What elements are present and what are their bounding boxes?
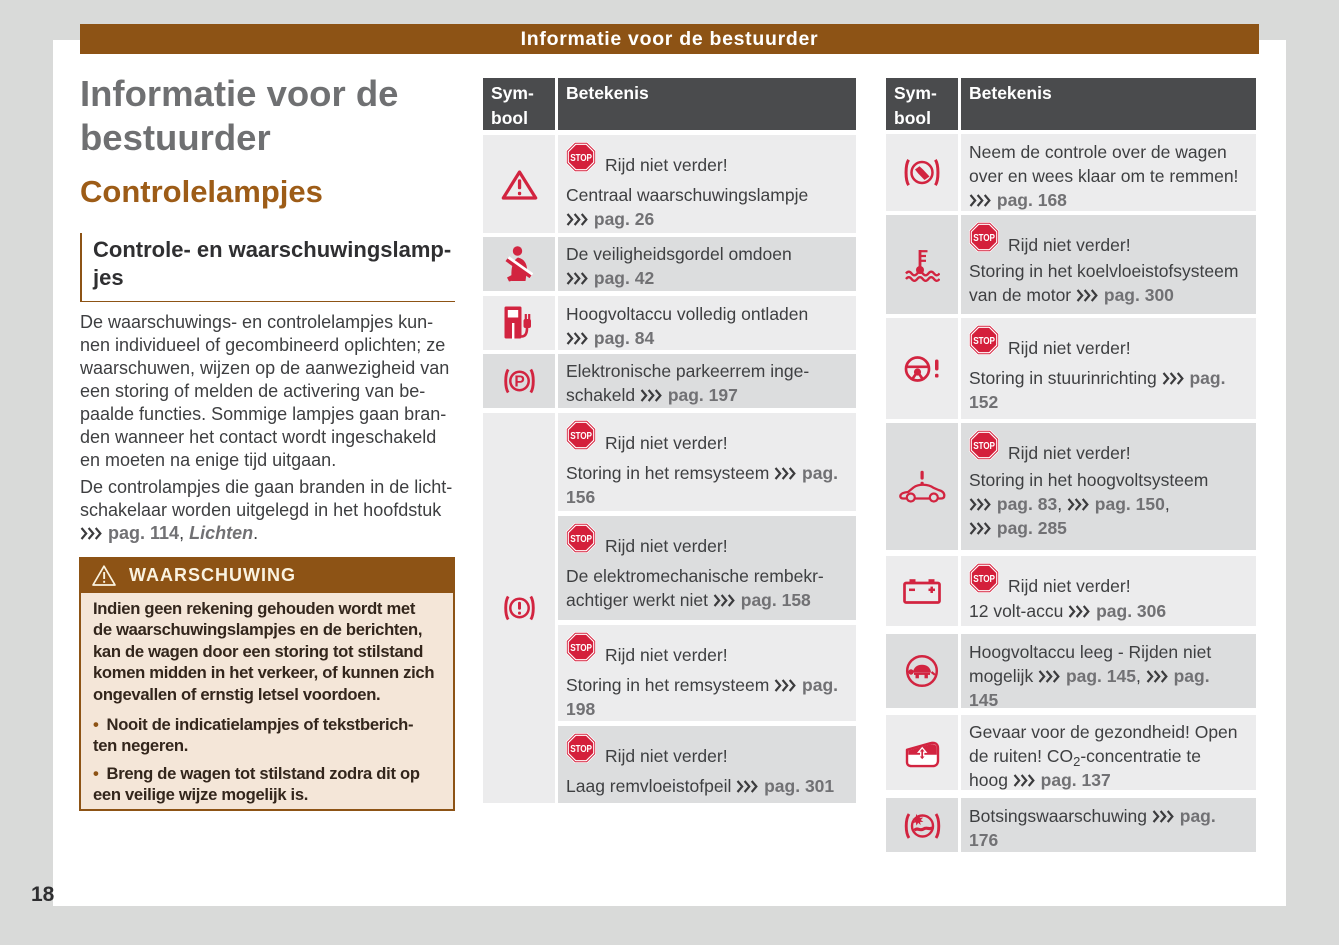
svg-text:P: P xyxy=(514,373,524,390)
